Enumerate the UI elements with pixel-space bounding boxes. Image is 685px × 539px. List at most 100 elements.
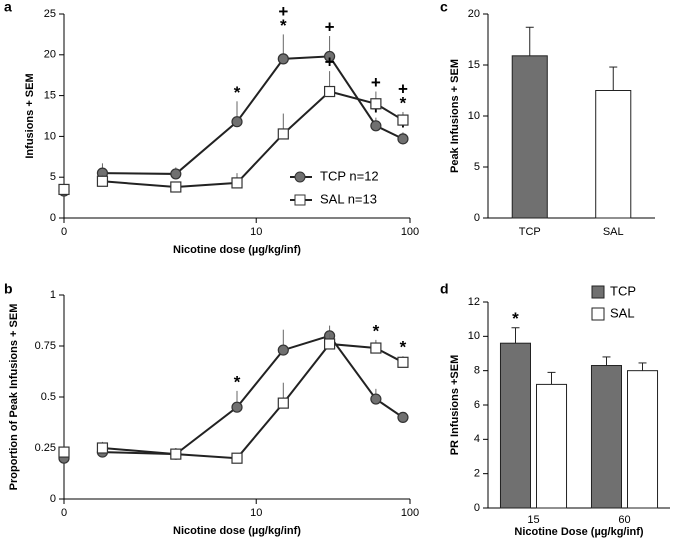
y-tick-label: 1: [50, 289, 56, 301]
point: [397, 133, 409, 145]
point: [397, 114, 409, 126]
y-tick-label: 5: [50, 171, 56, 183]
annotation: +: [325, 18, 335, 37]
y-tick-label: 12: [468, 296, 480, 308]
bar: [595, 90, 632, 219]
annotation: +: [278, 2, 288, 21]
point: [231, 452, 243, 464]
point: [170, 448, 182, 460]
point: [96, 442, 109, 454]
annotation: *: [234, 372, 241, 391]
annotation: +: [371, 73, 381, 92]
point: [397, 356, 409, 368]
point: [170, 181, 182, 193]
x-axis-label: Nicotine dose (µg/kg/inf): [173, 244, 301, 256]
y-tick-label: 0: [50, 212, 56, 224]
point: [58, 446, 70, 458]
x-tick-label: SAL: [603, 226, 624, 238]
point: [397, 411, 409, 423]
y-tick-label: 0: [474, 502, 480, 514]
point: [370, 393, 382, 405]
annotation: *: [400, 338, 407, 357]
panel-label: a: [4, 0, 12, 15]
y-tick-label: 0.75: [35, 340, 56, 352]
y-tick-label: 6: [474, 399, 480, 411]
x-tick-label: 15: [527, 514, 539, 526]
annotation: *: [280, 16, 287, 35]
y-tick-label: 10: [468, 110, 480, 122]
point: [323, 50, 336, 63]
annotation: *: [373, 321, 380, 340]
point: [96, 175, 109, 187]
bar: [627, 370, 659, 509]
point: [277, 344, 289, 356]
series-line: [102, 55, 404, 175]
legend-label: TCP: [610, 283, 636, 298]
legend-swatch: [591, 307, 605, 321]
annotation: +: [325, 53, 335, 72]
y-tick-label: 15: [468, 59, 480, 71]
y-tick-label: 0: [474, 212, 480, 224]
y-tick-label: 4: [474, 433, 480, 445]
y-tick-label: 0.5: [41, 391, 56, 403]
panel-label: c: [440, 0, 448, 15]
point: [277, 128, 289, 140]
legend-marker: [294, 171, 306, 183]
point: [370, 120, 382, 132]
legend-label: TCP n=12: [320, 168, 379, 183]
bar: [499, 342, 532, 509]
panel-label: b: [4, 281, 13, 297]
point: [323, 338, 336, 350]
y-tick-label: 15: [44, 90, 56, 102]
point: [231, 401, 243, 413]
y-tick-label: 8: [474, 365, 480, 377]
point: [58, 183, 70, 196]
legend-label: SAL n=13: [320, 191, 377, 206]
series-line: [102, 342, 404, 460]
point: [370, 342, 382, 354]
legend-label: SAL: [610, 305, 635, 320]
point: [277, 53, 289, 65]
point: [170, 168, 182, 180]
annotation: +: [398, 79, 408, 98]
x-tick-label: 100: [401, 226, 419, 238]
y-tick-label: 25: [44, 8, 56, 20]
panel-label: d: [440, 281, 449, 297]
bar: [590, 365, 622, 509]
y-tick-label: 0.25: [35, 442, 56, 454]
y-tick-label: 10: [468, 330, 480, 342]
y-tick-label: 2: [474, 468, 480, 480]
y-axis-label: Proportion of Peak Infusions + SEM: [8, 304, 20, 491]
y-tick-label: 20: [468, 8, 480, 20]
y-tick-label: 0: [50, 493, 56, 505]
x-tick-label: 10: [250, 226, 262, 238]
point: [231, 177, 243, 189]
x-tick-label: TCP: [519, 226, 541, 238]
x-tick-label: 0: [61, 226, 67, 238]
annotation: *: [512, 309, 519, 328]
x-tick-label: 0: [61, 507, 67, 519]
y-axis-label: PR Infusions +SEM: [449, 355, 461, 456]
x-tick-label: 10: [250, 507, 262, 519]
y-tick-label: 5: [474, 161, 480, 173]
annotation: *: [400, 93, 407, 112]
point: [277, 397, 289, 409]
y-axis-label: Infusions + SEM: [24, 73, 36, 158]
annotation: *: [234, 83, 241, 102]
x-tick-label: 60: [618, 514, 630, 526]
x-axis-label: Nicotine Dose (µg/kg/inf): [514, 526, 644, 538]
point: [231, 116, 243, 128]
legend-marker: [294, 194, 306, 206]
x-axis-label: Nicotine dose (µg/kg/inf): [173, 525, 301, 537]
y-tick-label: 10: [44, 130, 56, 142]
series-line: [102, 334, 404, 456]
y-tick-label: 20: [44, 49, 56, 61]
point: [323, 85, 336, 98]
bar: [536, 383, 568, 509]
bar: [511, 55, 548, 219]
x-tick-label: 100: [401, 507, 419, 519]
legend-swatch: [591, 285, 605, 299]
point: [370, 98, 382, 110]
y-axis-label: Peak Infusions + SEM: [449, 59, 461, 173]
